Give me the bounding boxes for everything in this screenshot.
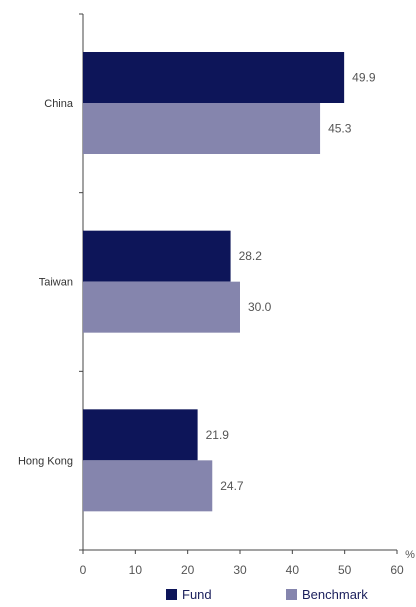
x-tick-label: 0 <box>80 563 87 577</box>
x-tick-label: 40 <box>286 563 300 577</box>
bar-fund-china <box>83 52 345 103</box>
chart-legend: Fund Benchmark <box>166 587 368 602</box>
x-axis-unit-label: % <box>405 549 415 561</box>
data-label: 30.0 <box>248 300 272 314</box>
bar-benchmark-china <box>83 103 321 154</box>
x-tick-label: 10 <box>129 563 143 577</box>
category-label: Taiwan <box>39 277 73 289</box>
x-tick-label: 60 <box>390 563 404 577</box>
data-label: 21.9 <box>206 428 230 442</box>
legend-label: Fund <box>182 587 212 602</box>
data-label: 24.7 <box>220 479 244 493</box>
legend-label: Benchmark <box>302 587 368 602</box>
data-label: 28.2 <box>239 249 263 263</box>
data-label: 49.9 <box>352 71 376 85</box>
chart-bars <box>83 52 345 512</box>
x-tick-label: 20 <box>181 563 195 577</box>
bar-fund-taiwan <box>83 230 231 282</box>
bar-benchmark-taiwan <box>83 281 240 333</box>
bar-benchmark-hong-kong <box>83 460 213 512</box>
category-label: China <box>44 98 74 110</box>
x-tick-label: 30 <box>233 563 247 577</box>
bar-fund-hong-kong <box>83 409 198 461</box>
category-label: Hong Kong <box>18 455 73 467</box>
x-tick-label: 50 <box>338 563 352 577</box>
chart-labels: 0 10 20 30 40 50 60% 49.9 45.3 China 28.2 30.0 Taiwa… <box>18 71 415 578</box>
legend-swatch <box>286 589 297 600</box>
data-label: 45.3 <box>328 122 352 136</box>
legend-swatch <box>166 589 177 600</box>
